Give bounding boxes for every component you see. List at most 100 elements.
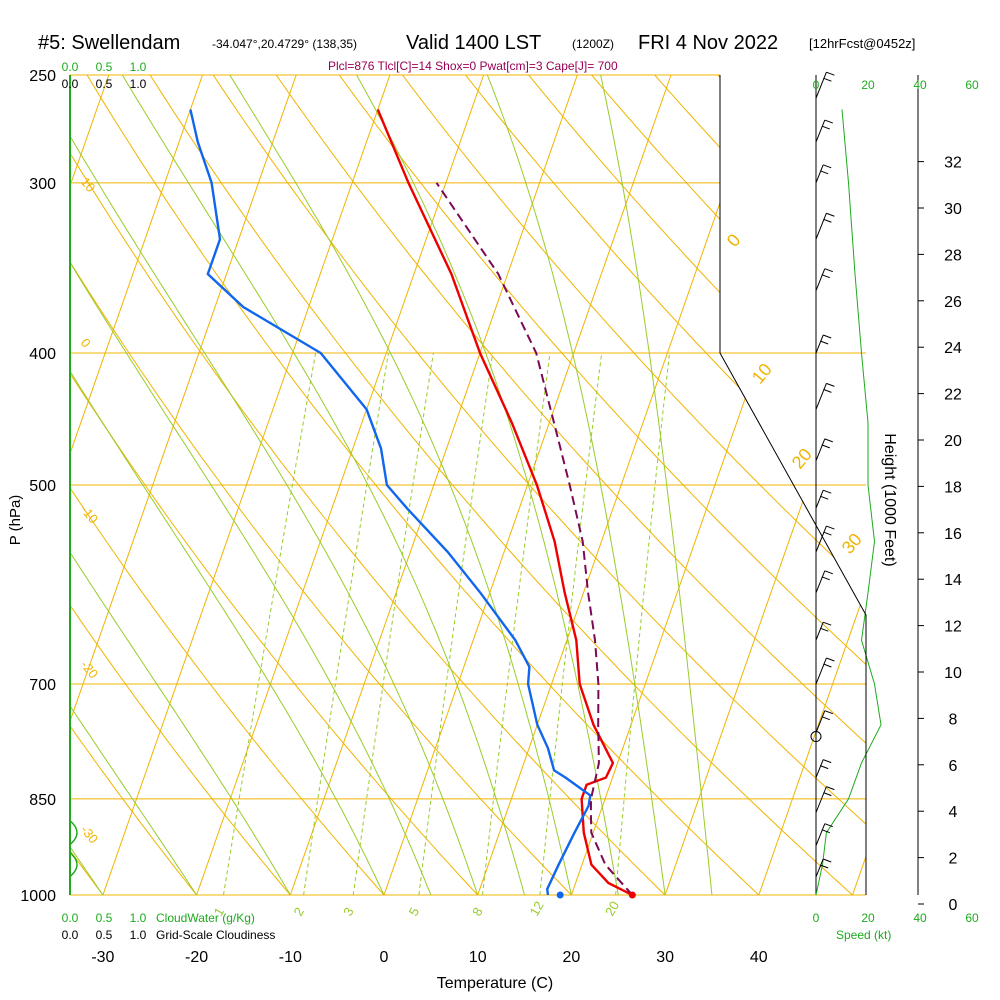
- dewpoint-line: [189, 109, 592, 895]
- cloud-scale-upper-label: 0.5: [96, 60, 113, 74]
- wind-barb-feather: [821, 274, 830, 279]
- cloudwater-label: CloudWater (g/Kg): [156, 911, 255, 925]
- utc-time: (1200Z): [572, 37, 615, 51]
- speed-scale-top-label: 20: [861, 78, 875, 92]
- wind-barb-feather: [820, 765, 829, 770]
- wind-barb: [815, 525, 827, 553]
- dry-adiabat-line: [0, 75, 9, 895]
- cloud-scale-upper-label: 0.0: [62, 60, 79, 74]
- temperature-tick-label: 20: [563, 949, 581, 966]
- mixing-ratio-line: [539, 352, 603, 895]
- height-tick-label: 24: [944, 340, 962, 357]
- dry-adiabat-line: [70, 75, 479, 895]
- wind-barb-feather: [821, 444, 830, 449]
- wind-speed-line: [815, 109, 882, 896]
- wind-barb-feather: [823, 388, 832, 393]
- wind-barb-feather: [826, 657, 835, 662]
- wind-barb-feather: [823, 759, 832, 764]
- dry-adiabat-line: [70, 75, 572, 895]
- cloudwater-blip: [69, 852, 78, 878]
- station-coords: -34.047°,20.4729° (138,35): [212, 37, 358, 51]
- curve-group: [189, 109, 634, 895]
- temperature-axis-title: Temperature (C): [437, 975, 553, 992]
- parcel-params: Plcl=876 Tlcl[C]=14 Shox=0 Pwat[cm]=3 Ca…: [328, 59, 618, 73]
- wind-barb-feather: [824, 823, 833, 828]
- temperature-line: [376, 109, 633, 895]
- mixing-ratio-line: [352, 352, 434, 895]
- wind-barb: [815, 164, 824, 184]
- height-tick-label: 14: [944, 572, 962, 589]
- background-grid: [0, 74, 866, 896]
- axes: [69, 75, 924, 905]
- isotherm-line: [852, 75, 866, 895]
- temperature-tick-label: 30: [656, 949, 674, 966]
- speed-scale-bottom-label: 40: [913, 911, 927, 925]
- cloud-scale-bottom-lower-label: 0.0: [62, 928, 79, 942]
- panel-outline: [719, 75, 867, 895]
- wind-barb: [815, 759, 824, 778]
- moist-adiabat-line: [600, 75, 713, 895]
- wind-barb: [815, 213, 827, 240]
- moist-adiabat-line: [70, 75, 385, 895]
- dry-adiabat-label: -10: [78, 502, 102, 526]
- wind-barb-feather: [823, 621, 832, 626]
- height-tick-label: 26: [944, 294, 962, 311]
- cloud-scale-lower-label: 1.0: [130, 77, 147, 91]
- wind-barb-feather: [823, 77, 832, 82]
- wind-barb: [815, 383, 827, 410]
- wind-barb-feather: [826, 71, 835, 76]
- speed-scale-top-label: 0: [813, 78, 820, 92]
- isotherm-line: [196, 75, 485, 895]
- calm-wind-marker: [810, 731, 822, 743]
- moist-adiabat-line: [486, 75, 666, 895]
- moist-adiabat-label: 10: [748, 359, 776, 387]
- moist-adiabat-lines: [70, 75, 713, 895]
- wind-barb-feather: [820, 340, 829, 345]
- wind-barb-feather: [826, 786, 835, 791]
- mixing-ratio-label: 5: [406, 905, 423, 919]
- dewpoint-surface-dot: [556, 891, 564, 899]
- speed-scale-top-label: 60: [965, 78, 979, 92]
- isotherm-line: [102, 75, 391, 895]
- wind-barb-feather: [823, 792, 832, 797]
- height-axis-title: Height (1000 Feet): [881, 433, 898, 566]
- dry-adiabat-line: [86, 75, 760, 895]
- wind-barb-feather: [820, 864, 829, 869]
- wind-panel: [810, 71, 882, 896]
- pressure-tick-label: 850: [29, 792, 56, 809]
- wind-barb: [815, 490, 824, 509]
- wind-barb-feather: [824, 119, 833, 124]
- wind-barb-feather: [824, 570, 833, 575]
- dry-adiabat-line: [465, 75, 866, 895]
- temperature-tick-label: -20: [185, 949, 208, 966]
- moist-adiabat-label: 30: [838, 529, 866, 557]
- mixing-ratio-label: 3: [340, 905, 357, 919]
- dry-adiabat-label: -30: [78, 822, 102, 846]
- speed-scale-bottom-label: 20: [861, 911, 875, 925]
- wind-barb-feather: [823, 858, 832, 863]
- temperature-tick-label: 0: [380, 949, 389, 966]
- cloudwater-blip: [69, 820, 78, 846]
- cloud-scale-bottom-upper-label: 0.0: [62, 911, 79, 925]
- speed-scale-bottom-label: 0: [813, 911, 820, 925]
- cloud-scale-upper-label: 1.0: [130, 60, 147, 74]
- mixing-ratio-line: [482, 352, 551, 895]
- height-tick-label: 22: [944, 387, 962, 404]
- wind-barb-feather: [823, 334, 832, 339]
- isotherm-line: [70, 75, 203, 895]
- isotherm-line: [383, 75, 672, 895]
- pressure-tick-label: 400: [29, 346, 56, 363]
- wind-barb-feather: [824, 710, 833, 715]
- wind-barb-feather: [826, 212, 835, 217]
- height-tick-label: 4: [949, 804, 958, 821]
- mixing-ratio-label: 20: [602, 898, 622, 918]
- dry-adiabat-line: [70, 75, 291, 895]
- wind-barb: [815, 823, 826, 846]
- cloud-scale-bottom-lower-label: 1.0: [130, 928, 147, 942]
- mixing-ratio-line: [615, 352, 670, 895]
- wind-barb-feather: [821, 716, 830, 721]
- wind-barb: [815, 657, 827, 685]
- speed-unit-label: Speed (kt): [836, 928, 891, 942]
- height-tick-label: 0: [949, 897, 958, 914]
- wind-barb: [815, 268, 826, 291]
